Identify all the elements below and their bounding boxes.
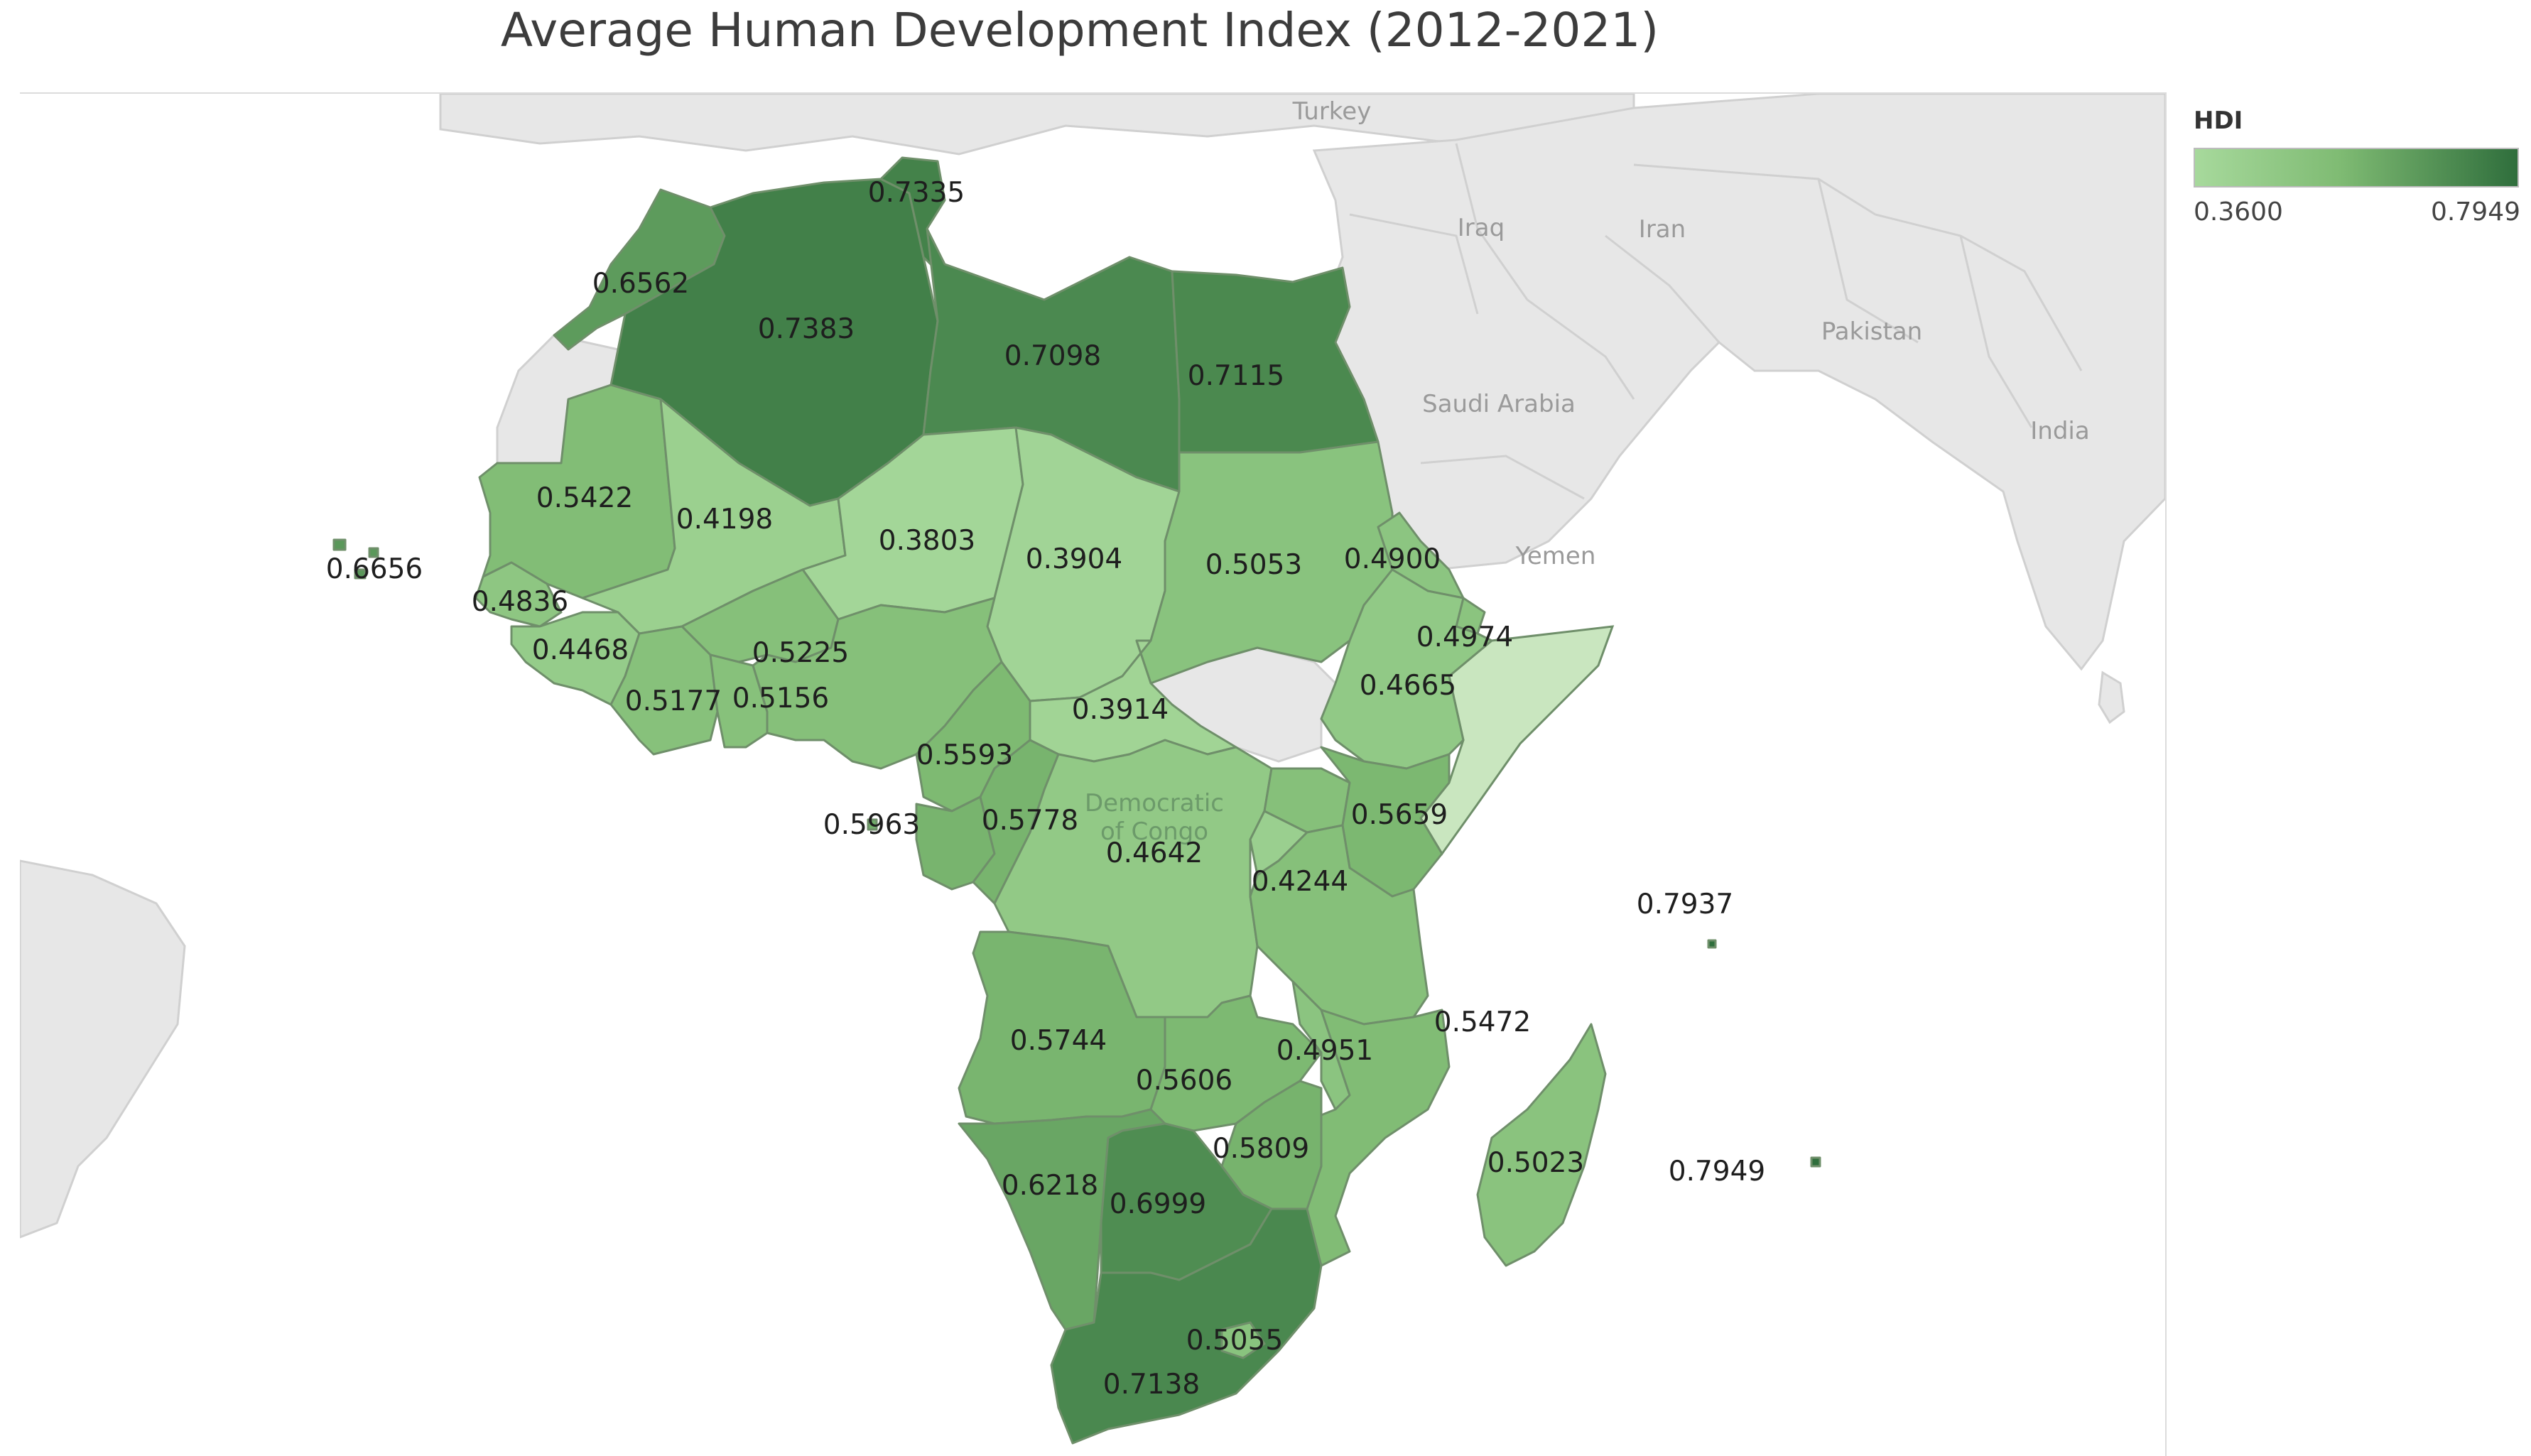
country-tanzania[interactable] <box>1249 824 1429 1026</box>
value-label-sao-tome: 0.5963 <box>823 809 920 841</box>
label-turkey: Turkey <box>1292 97 1372 126</box>
value-label-egypt: 0.7115 <box>1188 360 1284 392</box>
value-label-seychelles: 0.7949 <box>1669 1156 1765 1188</box>
value-label-niger: 0.3803 <box>879 525 975 557</box>
value-label-senegal: 0.4836 <box>472 586 568 618</box>
value-label-morocco: 0.6562 <box>592 268 689 300</box>
country-seychelles[interactable] <box>1707 939 1717 949</box>
value-labels: 0.7335 0.6562 0.7383 0.7098 0.7115 0.542… <box>326 177 1765 1401</box>
value-label-mali: 0.4198 <box>676 504 773 536</box>
country-ghana[interactable] <box>609 625 719 756</box>
value-label-cameroon: 0.5593 <box>916 739 1013 771</box>
value-label-lesotho: 0.5055 <box>1186 1325 1283 1357</box>
value-label-guinea: 0.4468 <box>532 634 629 666</box>
country-madagascar[interactable] <box>1476 1023 1607 1267</box>
country-sao-tome[interactable] <box>867 818 878 831</box>
label-saudi-arabia: Saudi Arabia <box>1422 390 1576 418</box>
country-mozambique[interactable] <box>1299 1009 1451 1267</box>
country-south-africa[interactable] <box>1050 1207 1323 1445</box>
color-legend[interactable]: HDI 0.3600 0.7949 <box>2194 107 2520 227</box>
value-label-madagascar: 0.5023 <box>1487 1147 1584 1179</box>
country-lesotho[interactable] <box>1220 1321 1266 1359</box>
label-iraq: Iraq <box>1458 214 1505 242</box>
value-label-djibouti: 0.4974 <box>1416 621 1513 653</box>
value-label-eritrea: 0.4900 <box>1344 543 1441 575</box>
map-svg[interactable]: Turkey Iraq Iran Pakistan Saudi Arabia I… <box>20 94 2165 1456</box>
value-label-gabon: 0.5778 <box>982 805 1078 837</box>
legend-color-bar <box>2194 148 2519 188</box>
value-label-south-africa: 0.7138 <box>1103 1369 1200 1401</box>
value-label-algeria: 0.7383 <box>758 313 855 345</box>
value-label-mozambique: 0.5472 <box>1434 1006 1531 1038</box>
value-label-kenya: 0.5659 <box>1351 799 1448 831</box>
value-label-ghana: 0.5177 <box>625 685 722 717</box>
background-land <box>20 94 2165 1300</box>
legend-title: HDI <box>2194 107 2243 135</box>
country-cabo-verde[interactable] <box>332 538 379 580</box>
value-label-cabo-verde: 0.6656 <box>326 553 423 585</box>
legend-max-label: 0.7949 <box>2431 197 2520 227</box>
value-label-burundi: 0.4244 <box>1252 866 1348 898</box>
value-label-libya: 0.7098 <box>1004 340 1101 372</box>
label-india: India <box>2030 417 2089 445</box>
value-label-botswana: 0.6999 <box>1110 1188 1206 1220</box>
value-label-mauritius: 0.7937 <box>1637 889 1733 920</box>
country-egypt[interactable] <box>1171 266 1380 454</box>
value-label-car: 0.3914 <box>1072 694 1169 726</box>
value-label-togo: 0.5156 <box>732 683 829 715</box>
value-label-tunisia: 0.7335 <box>868 177 965 209</box>
label-pakistan: Pakistan <box>1821 317 1922 346</box>
label-yemen: Yemen <box>1515 542 1596 570</box>
country-sudan[interactable] <box>1135 440 1394 685</box>
label-drc-line2: of Congo <box>1100 817 1208 846</box>
value-label-burkina-faso: 0.5225 <box>752 637 849 669</box>
value-label-sudan: 0.5053 <box>1205 549 1302 581</box>
value-label-namibia: 0.6218 <box>1002 1170 1098 1202</box>
value-label-malawi: 0.4951 <box>1277 1035 1373 1067</box>
legend-ticks: 0.3600 0.7949 <box>2194 197 2520 227</box>
legend-min-label: 0.3600 <box>2194 197 2283 227</box>
country-mauritius[interactable] <box>1810 1156 1821 1168</box>
value-label-mauritania: 0.5422 <box>536 482 633 514</box>
value-label-ethiopia: 0.4665 <box>1360 670 1456 702</box>
value-label-angola: 0.5744 <box>1010 1025 1107 1057</box>
map-canvas[interactable]: Turkey Iraq Iran Pakistan Saudi Arabia I… <box>20 92 2167 1456</box>
value-label-drc: 0.4642 <box>1106 837 1203 869</box>
label-drc-line1: Democratic <box>1085 789 1224 817</box>
chart-title: Average Human Development Index (2012-20… <box>500 3 1659 58</box>
value-label-zambia: 0.5606 <box>1136 1065 1232 1097</box>
value-label-zimbabwe: 0.5809 <box>1213 1133 1309 1165</box>
value-label-chad: 0.3904 <box>1026 543 1122 575</box>
label-iran: Iran <box>1639 215 1686 244</box>
country-layer[interactable] <box>332 156 1821 1445</box>
